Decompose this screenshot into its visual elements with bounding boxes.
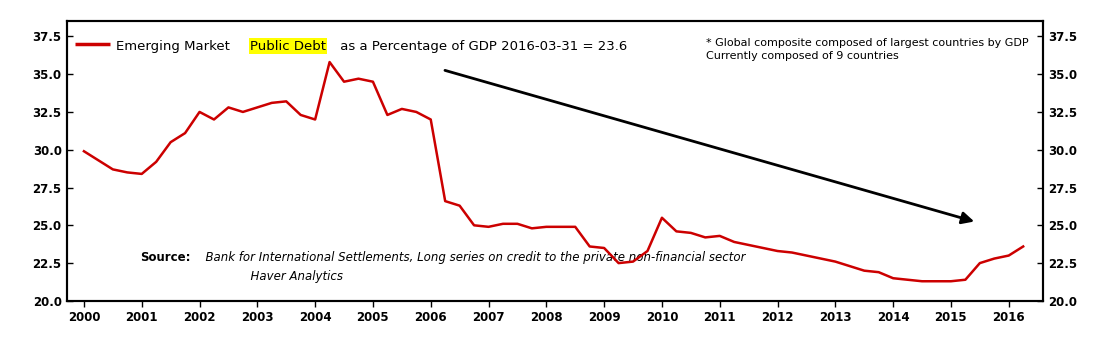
Text: Source:: Source: xyxy=(140,251,190,264)
Text: as a Percentage of GDP 2016-03-31 = 23.6: as a Percentage of GDP 2016-03-31 = 23.6 xyxy=(336,40,627,53)
Text: Emerging Market: Emerging Market xyxy=(115,40,234,53)
Text: Bank for International Settlements, Long series on credit to the private non-fin: Bank for International Settlements, Long… xyxy=(199,251,746,282)
Text: * Global composite composed of largest countries by GDP
Currently composed of 9 : * Global composite composed of largest c… xyxy=(706,38,1029,61)
Text: Public Debt: Public Debt xyxy=(250,40,326,53)
